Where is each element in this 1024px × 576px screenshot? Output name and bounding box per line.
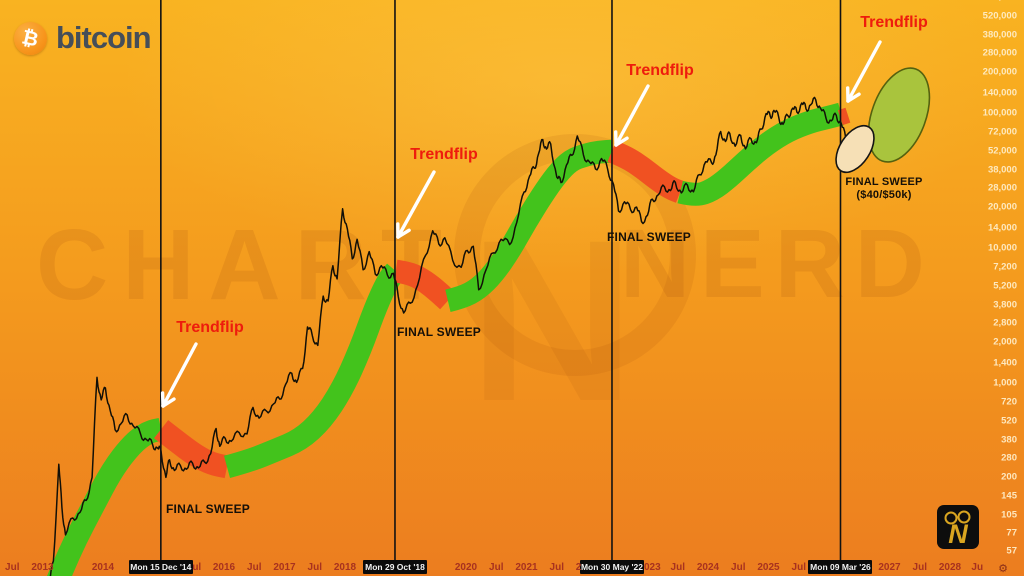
price-axis-label: 7,200 [993,261,1017,273]
time-axis-label: 2020 [454,562,478,573]
price-axis-label: 720,000 [983,0,1017,3]
trendflip-label: Trendflip [626,62,694,79]
time-axis-label: Jul [307,562,322,573]
time-axis-label: 2014 [91,562,115,573]
time-axis-label: 023 [643,562,661,573]
trendflip-arrow [846,40,882,103]
price-axis-label: 52,000 [987,145,1017,157]
price-axis-label: 200 [1001,471,1017,483]
btc-price-line [49,96,852,576]
price-axis-label: 100,000 [982,107,1017,119]
time-axis-label: 2018 [333,562,357,573]
time-axis-label: Jul [731,562,746,573]
price-axis-label: 20,000 [987,201,1017,213]
projection-ellipse-beige [835,124,875,174]
trend-ribbon-segment [677,102,846,206]
projection-ellipse-green [867,67,931,163]
time-axis-label: Jul [791,562,806,573]
price-axis-label: 140,000 [982,87,1017,99]
price-axis-label: 280,000 [982,47,1017,59]
watermark-nerd: NERD [620,209,935,318]
price-axis-label: 380 [1001,434,1017,446]
price-axis-label: 77 [1006,527,1017,539]
time-axis-label: 2 [575,562,582,573]
price-axis-label: 380,000 [982,29,1017,41]
glasses-icon [944,510,971,525]
time-axis-label: Jul [5,562,20,573]
price-axis[interactable]: 720,000 520,000 380,000 280,000 200,000 140,0… [974,0,1024,576]
price-axis-label: 3,800 [993,299,1017,311]
bitcoin-logo: ₿ bitcoin [14,20,152,56]
time-axis-label: Jul [670,562,685,573]
time-axis[interactable]: Mon 15 Dec '14 Mon 29 Oct '18 Mon 30 May '… [0,558,1024,576]
time-axis-label: Ju [971,562,984,573]
final-sweep-label: FINAL SWEEP [397,325,481,339]
trend-ribbon-segment [46,417,166,576]
time-axis-label: 2021 [515,562,538,573]
price-axis-label: 2,800 [993,317,1017,329]
time-axis-label: Jul [912,562,927,573]
event-date-badge: Mon 30 May '22 [579,560,644,574]
price-axis-label: 520,000 [982,10,1017,22]
trendflip-label: Trendflip [176,319,244,336]
trendflip-label: Trendflip [410,146,478,163]
chartnerd-logo: N [937,505,979,549]
event-date-badge: Mon 09 Mar '26 [808,560,873,574]
bitcoin-coin-icon: ₿ [14,21,47,55]
time-axis-label: 2027 [878,562,901,573]
trendflip-label: Trendflip [860,14,928,31]
final-sweep-label: FINAL SWEEP ($40/$50k) [845,176,923,201]
trend-ribbon-segment [607,140,687,203]
price-axis-label: 105 [1001,509,1017,521]
time-axis-label: 2025 [757,562,780,573]
price-axis-label: 1,000 [993,377,1017,389]
price-axis-label: 280 [1001,452,1017,464]
price-axis-label: 14,000 [987,222,1017,234]
time-axis-label: Jul [549,562,564,573]
chartnerd-letter: N [948,519,968,549]
final-sweep-label: FINAL SWEEP [607,230,691,244]
price-axis-label: 57 [1006,545,1017,557]
trend-ribbon-segment [223,263,405,478]
price-axis-label: 145 [1001,490,1017,502]
settings-gear-icon[interactable]: ⚙ [998,562,1008,575]
price-axis-label: 10,000 [987,242,1017,254]
trend-ribbon-segment [394,259,456,310]
price-axis-label: 5,200 [993,280,1017,292]
price-axis-label: 72,000 [987,126,1017,138]
time-axis-label: 2028 [938,562,962,573]
price-axis-label: 1,400 [993,357,1017,369]
trendflip-arrow [614,84,650,147]
price-axis-label: 200,000 [982,66,1017,78]
time-axis-label: ul [192,562,202,573]
price-axis-label: 38,000 [987,164,1017,176]
time-axis-label: 2017 [273,562,296,573]
time-axis-label: 2024 [696,562,720,573]
time-axis-label: Jul [489,562,504,573]
price-axis-label: 520 [1001,415,1017,427]
time-axis-label: 2016 [212,562,236,573]
trend-ribbon-segment [154,420,231,479]
trend-ribbon-segment [837,107,851,126]
bitcoin-symbol: ₿ [19,23,42,52]
final-sweep-label: FINAL SWEEP [166,502,250,516]
time-axis-label: 2013 [31,562,54,573]
bitcoin-wordmark: bitcoin [56,20,152,55]
trendflip-arrow [160,342,198,408]
event-date-badge: Mon 15 Dec '14 [128,560,193,574]
price-axis-label: 28,000 [987,182,1017,194]
event-date-badge: Mon 29 Oct '18 [362,560,427,574]
time-axis-label: Jul [247,562,262,573]
price-axis-label: 720 [1001,396,1017,408]
price-axis-label: 2,000 [993,336,1017,348]
trendflip-arrow [396,170,436,239]
watermark-n: N [469,192,635,449]
